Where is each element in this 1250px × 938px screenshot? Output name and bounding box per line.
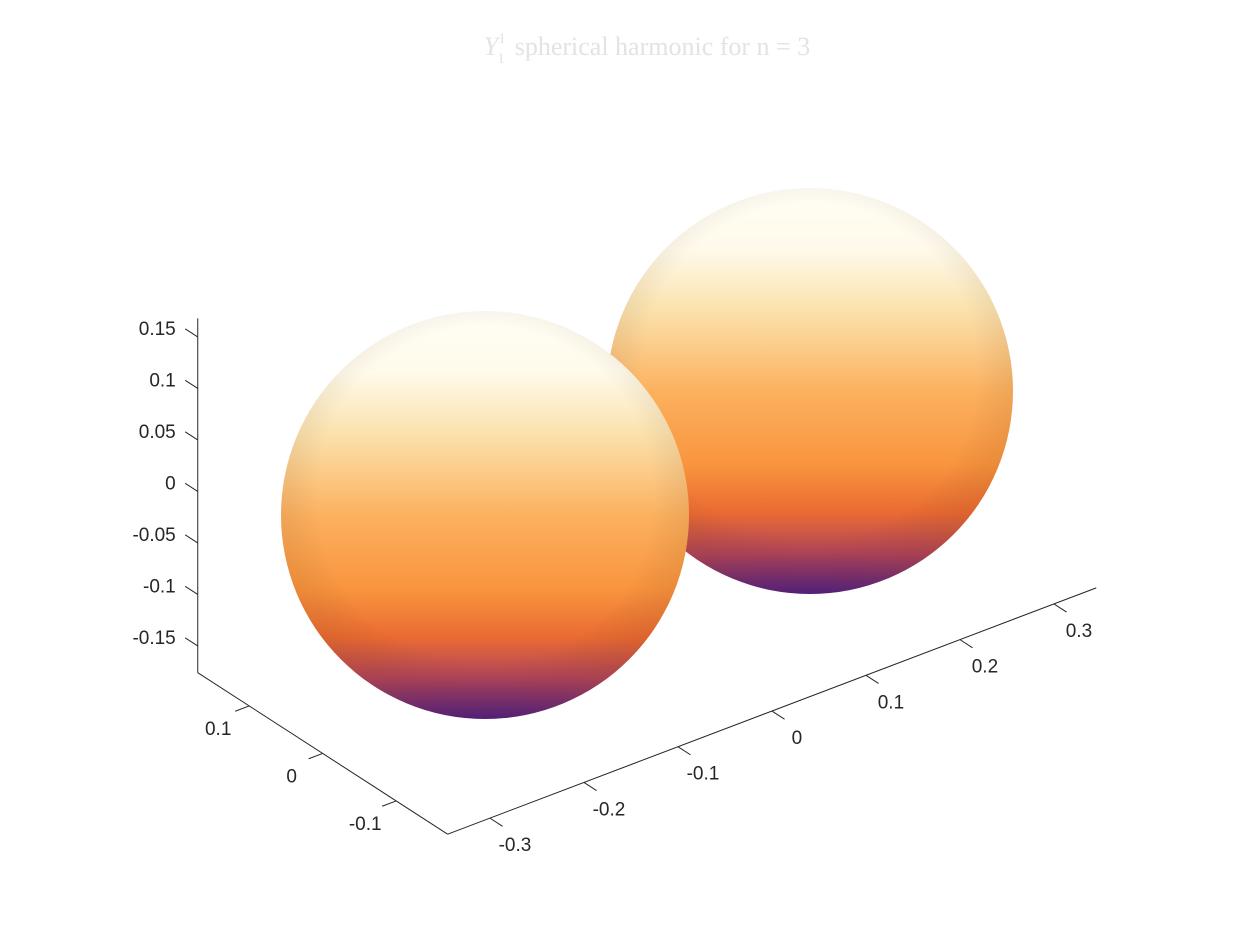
title-sub: 1 (497, 51, 505, 67)
x-tick-label: 0.1 (878, 692, 904, 713)
z-tick-label: -0.15 (132, 628, 175, 649)
x-tick-label: 0 (792, 728, 803, 749)
title-symbol: Y (484, 32, 501, 61)
y-tick-label: 0 (286, 766, 297, 787)
x-tick (1053, 603, 1067, 613)
x-tick (771, 710, 785, 720)
z-tick (184, 328, 199, 338)
z-tick-label: 0.15 (139, 319, 176, 340)
y-tick-label: -0.1 (349, 814, 382, 835)
z-tick (184, 534, 199, 544)
y-tick-label: 0.1 (205, 719, 231, 740)
z-tick (184, 379, 199, 389)
x-tick (489, 817, 503, 827)
lobe-shade (607, 188, 1013, 594)
x-tick (959, 639, 973, 649)
chart-title: Y1 1 spherical harmonic for n = 3 (484, 31, 810, 67)
z-tick-label: 0 (165, 473, 176, 494)
y-tick (381, 800, 397, 807)
x-tick-label: -0.1 (687, 764, 720, 785)
surface (281, 188, 1013, 719)
title-sup: 1 (498, 31, 505, 47)
z-tick (184, 431, 199, 441)
z-tick (184, 482, 199, 492)
x-tick (865, 674, 879, 684)
z-tick-label: -0.05 (132, 525, 175, 546)
z-tick (184, 585, 199, 595)
z-tick-label: -0.1 (143, 576, 176, 597)
z-tick (184, 637, 199, 647)
y-tick (234, 705, 250, 712)
lobe-shade (281, 311, 689, 719)
x-tick-label: 0.3 (1066, 621, 1092, 642)
z-tick-label: 0.05 (139, 422, 176, 443)
title-text: spherical harmonic for n = 3 (515, 32, 811, 61)
y-tick (308, 752, 323, 760)
x-tick-label: -0.3 (499, 835, 532, 856)
x-tick-label: 0.2 (972, 657, 998, 678)
x-tick (677, 746, 691, 756)
x-tick-label: -0.2 (593, 799, 626, 820)
z-tick-label: 0.1 (149, 370, 175, 391)
x-tick (583, 782, 597, 791)
